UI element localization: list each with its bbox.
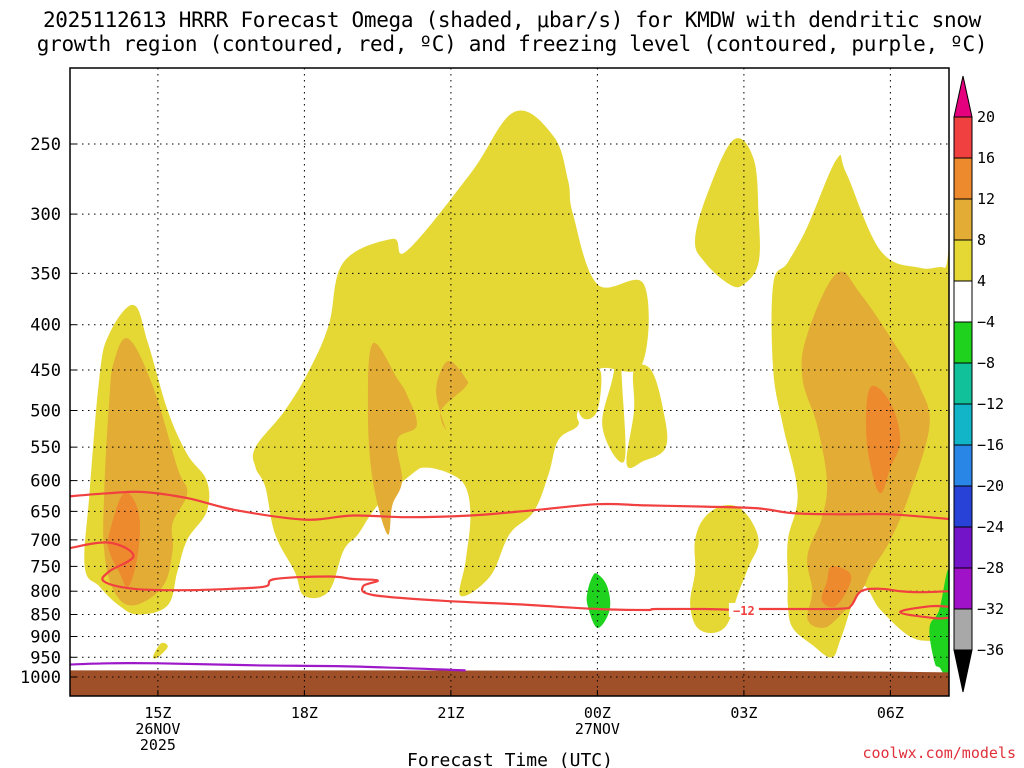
colorbar-band-8 bbox=[953, 444, 973, 487]
plot-frame bbox=[69, 67, 950, 697]
y-tick-label-500: 500 bbox=[30, 402, 61, 422]
x-tick-label-26NOV: 26NOV bbox=[135, 720, 180, 738]
y-tick-label-550: 550 bbox=[30, 438, 61, 458]
x-tick-label-06Z: 06Z bbox=[877, 704, 904, 722]
colorbar-band-3 bbox=[953, 239, 973, 282]
omega-region-2-0 bbox=[107, 492, 141, 588]
y-tick-label-300: 300 bbox=[30, 205, 61, 225]
y-tick-label-350: 350 bbox=[30, 264, 61, 284]
contour-4-0 bbox=[70, 490, 949, 521]
colorbar-label-12: −32 bbox=[977, 600, 1004, 618]
y-tick-label-600: 600 bbox=[30, 472, 61, 492]
y-tick-label-250: 250 bbox=[30, 135, 61, 155]
contour-line-layer: −12 bbox=[70, 490, 949, 672]
x-tick-label-18Z: 18Z bbox=[291, 704, 318, 722]
omega-region-1-3 bbox=[801, 271, 930, 628]
colorbar-band-4 bbox=[953, 280, 973, 323]
contour-label-minus12: −12 bbox=[733, 604, 755, 618]
x-tick-label-00Z: 00Z bbox=[584, 704, 611, 722]
colorbar-band-7 bbox=[953, 403, 973, 446]
colorbar-band-6 bbox=[953, 362, 973, 405]
y-tick-label-950: 950 bbox=[30, 648, 61, 668]
colorbar-band-5 bbox=[953, 321, 973, 364]
y-tick-label-800: 800 bbox=[30, 582, 61, 602]
y-tick-label-900: 900 bbox=[30, 627, 61, 647]
y-tick-label-650: 650 bbox=[30, 502, 61, 522]
colorbar-label-10: −24 bbox=[977, 518, 1004, 536]
grid-layer bbox=[70, 68, 949, 696]
colorbar-band-1 bbox=[953, 157, 973, 200]
omega-region-2-1 bbox=[821, 566, 852, 608]
contour-label-bg bbox=[728, 602, 759, 617]
colorbar-label-4: 4 bbox=[977, 272, 986, 290]
colorbar-band-11 bbox=[953, 567, 973, 610]
omega-region-0-7 bbox=[694, 138, 760, 288]
y-tick-label-700: 700 bbox=[30, 531, 61, 551]
omega-region-3-0 bbox=[586, 573, 611, 628]
omega-region-0-6 bbox=[690, 505, 759, 634]
y-tick-label-400: 400 bbox=[30, 316, 61, 336]
x-tick-label-2025: 2025 bbox=[140, 736, 176, 754]
omega-region-1-1 bbox=[367, 342, 417, 535]
credit-link[interactable]: coolwx.com/models bbox=[862, 744, 1016, 762]
x-tick-label-15Z: 15Z bbox=[144, 704, 171, 722]
y-tick-label-450: 450 bbox=[30, 361, 61, 381]
y-axis: 2503003504004505005506006507007508008509… bbox=[20, 135, 76, 688]
omega-region-0-3 bbox=[576, 369, 602, 420]
colorbar-label-7: −12 bbox=[977, 395, 1004, 413]
y-tick-label-1000: 1000 bbox=[20, 668, 61, 688]
colorbar-top-arrow bbox=[953, 75, 973, 118]
ground-terrain bbox=[70, 670, 949, 696]
colorbar-band-10 bbox=[953, 526, 973, 569]
colorbar-band-0 bbox=[953, 116, 973, 159]
colorbar-label-5: −4 bbox=[977, 313, 995, 331]
omega-region-1-2 bbox=[436, 361, 469, 430]
colorbar-label-3: 8 bbox=[977, 231, 986, 249]
colorbar-label-0: 20 bbox=[977, 108, 995, 126]
chart-title-line-1: 2025112613 HRRR Forecast Omega (shaded, … bbox=[42, 8, 982, 32]
y-tick-label-850: 850 bbox=[30, 606, 61, 626]
chart-title-line-2: growth region (contoured, red, ºC) and f… bbox=[36, 32, 988, 56]
contour-5-0 bbox=[70, 661, 466, 672]
omega-region-0-4 bbox=[626, 364, 668, 469]
colorbar: 20 16 12 8 4 −4 −8 −12 −16 −20 −24 −28 −32 −36 bbox=[953, 75, 1004, 693]
omega-region-0-2 bbox=[252, 110, 649, 599]
x-axis-title: Forecast Time (UTC) bbox=[407, 750, 613, 768]
colorbar-label-6: −8 bbox=[977, 354, 995, 372]
contour-4-2 bbox=[899, 604, 949, 620]
y-tick-label-750: 750 bbox=[30, 557, 61, 577]
omega-region-0-1 bbox=[153, 642, 168, 659]
x-tick-label-03Z: 03Z bbox=[730, 704, 757, 722]
colorbar-label-2: 12 bbox=[977, 190, 995, 208]
omega-region-0-5 bbox=[597, 298, 626, 463]
omega-shading-layer bbox=[70, 110, 949, 696]
colorbar-label-1: 16 bbox=[977, 149, 995, 167]
omega-region-2-2 bbox=[866, 385, 901, 494]
colorbar-label-8: −16 bbox=[977, 436, 1004, 454]
x-tick-label-27NOV: 27NOV bbox=[575, 720, 620, 738]
colorbar-bottom-arrow bbox=[953, 649, 973, 693]
colorbar-label-11: −28 bbox=[977, 559, 1004, 577]
colorbar-band-2 bbox=[953, 198, 973, 241]
colorbar-band-9 bbox=[953, 485, 973, 528]
colorbar-label-13: −36 bbox=[977, 641, 1004, 659]
colorbar-label-9: −20 bbox=[977, 477, 1004, 495]
colorbar-band-12 bbox=[953, 608, 973, 651]
contour-4-1 bbox=[70, 541, 949, 612]
x-tick-label-21Z: 21Z bbox=[437, 704, 464, 722]
omega-region-3-1 bbox=[929, 569, 949, 677]
